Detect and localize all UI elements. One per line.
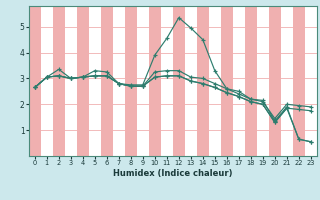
Bar	[269, 6, 281, 156]
Bar	[77, 6, 89, 156]
Bar	[221, 6, 233, 156]
Bar	[209, 6, 221, 156]
Bar	[305, 6, 317, 156]
Bar	[173, 6, 185, 156]
X-axis label: Humidex (Indice chaleur): Humidex (Indice chaleur)	[113, 169, 233, 178]
Bar	[233, 6, 245, 156]
Bar	[149, 6, 161, 156]
Bar	[89, 6, 101, 156]
Bar	[65, 6, 77, 156]
Bar	[125, 6, 137, 156]
Bar	[161, 6, 173, 156]
Bar	[29, 6, 41, 156]
Bar	[197, 6, 209, 156]
Bar	[281, 6, 293, 156]
Bar	[185, 6, 197, 156]
Bar	[293, 6, 305, 156]
Bar	[53, 6, 65, 156]
Bar	[245, 6, 257, 156]
Bar	[41, 6, 53, 156]
Bar	[101, 6, 113, 156]
Bar	[113, 6, 125, 156]
Bar	[137, 6, 149, 156]
Bar	[257, 6, 269, 156]
